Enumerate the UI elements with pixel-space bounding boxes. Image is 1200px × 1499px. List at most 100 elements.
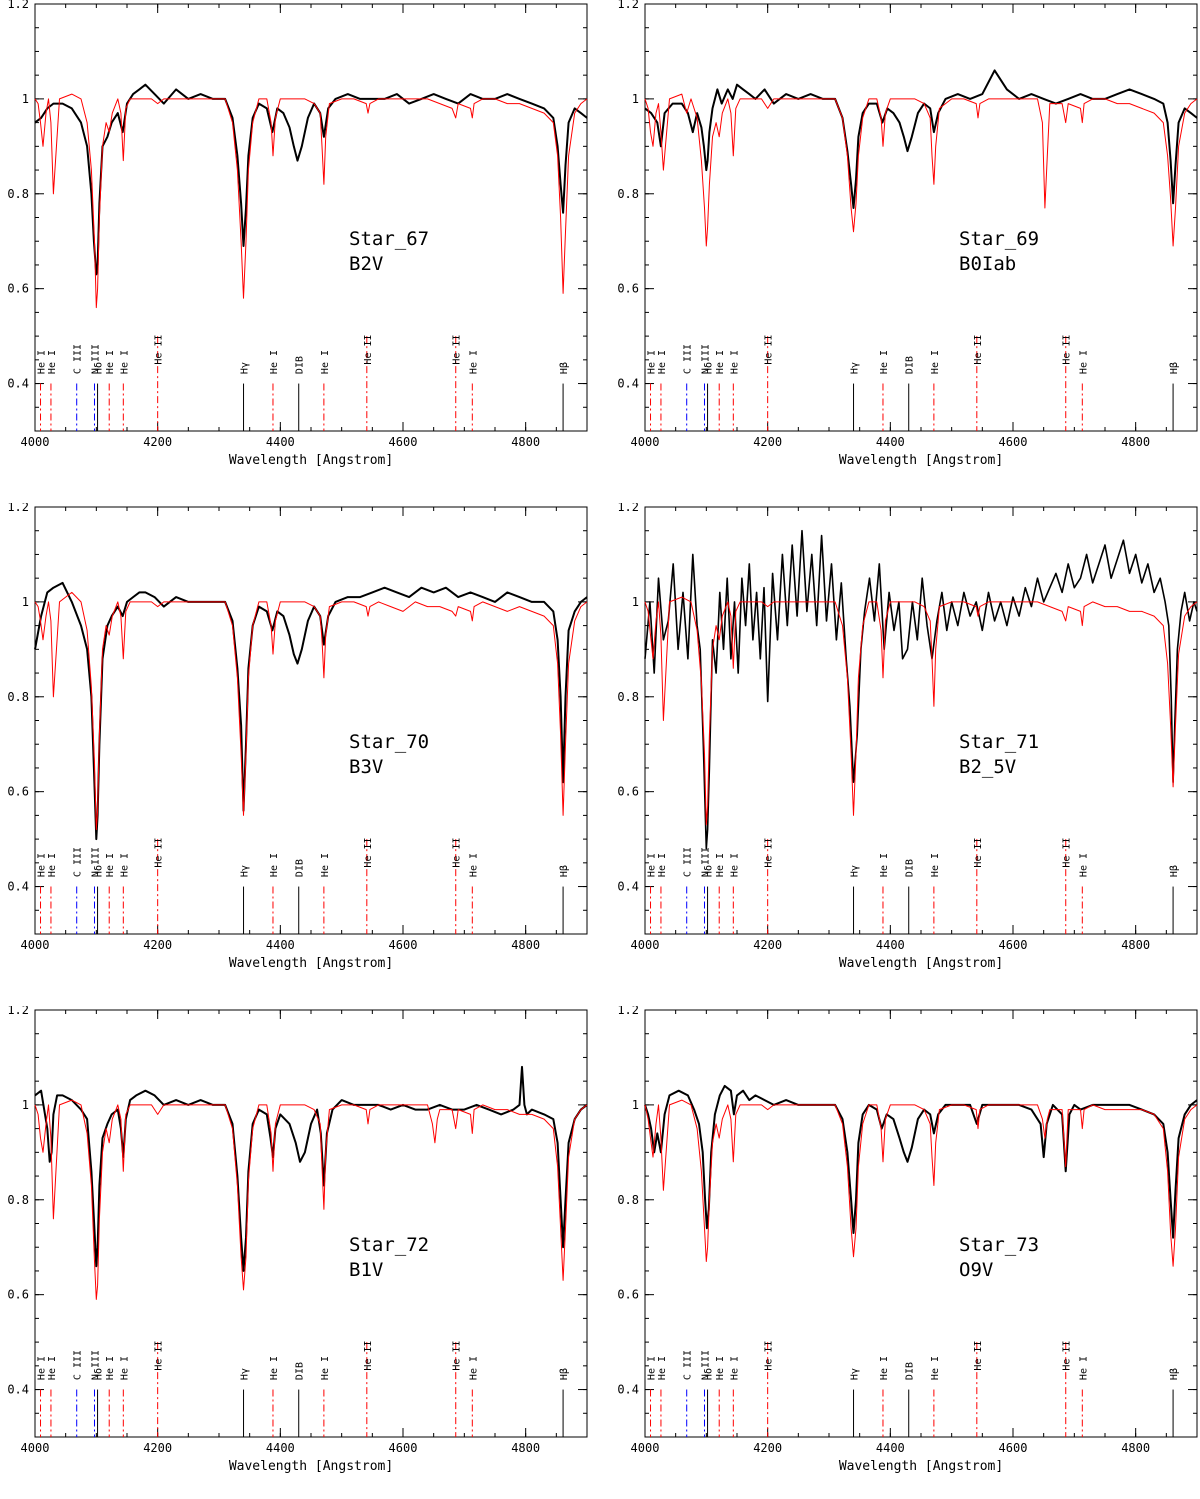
line-id-label: He I — [715, 1356, 726, 1380]
y-tick-label: 0.8 — [7, 187, 29, 201]
y-tick-label: 0.4 — [617, 377, 639, 391]
y-tick-label: 1.2 — [617, 0, 639, 11]
line-id-label: He II — [764, 1340, 775, 1370]
x-tick-label: 4200 — [753, 938, 782, 952]
x-tick-label: 4200 — [753, 1441, 782, 1455]
line-id-label: Hδ — [94, 865, 105, 877]
y-tick-label: 1 — [22, 1098, 29, 1112]
line-id-label: He I — [647, 1356, 658, 1380]
line-id-label: C III — [683, 1350, 694, 1380]
observed-spectrum-line — [644, 69, 1198, 209]
x-tick-label: 4400 — [876, 1441, 905, 1455]
line-id-label: Hδ — [94, 362, 105, 374]
x-axis-label: Wavelength [Angstrom] — [839, 956, 1003, 971]
line-id-label: He I — [1078, 350, 1089, 374]
spectral-type: B2V — [349, 253, 383, 275]
y-tick-label: 0.6 — [617, 1288, 639, 1302]
line-id-label: C III — [683, 847, 694, 877]
x-axis-label: Wavelength [Angstrom] — [229, 956, 393, 971]
plot-frame — [34, 3, 588, 432]
line-id-label: Hβ — [559, 865, 570, 877]
line-id-label: He II — [452, 334, 463, 364]
line-id-label: He I — [930, 350, 941, 374]
y-tick-label: 0.4 — [617, 1383, 639, 1397]
x-tick-label: 4000 — [631, 938, 660, 952]
plot-frame — [644, 3, 1198, 432]
x-tick-label: 4200 — [143, 435, 172, 449]
line-id-label: He I — [119, 1356, 130, 1380]
plot-frame — [644, 1009, 1198, 1438]
line-id-label: He I — [47, 350, 58, 374]
line-id-label: N III — [700, 1350, 711, 1380]
x-tick-label: 4600 — [999, 435, 1028, 449]
line-id-label: Hγ — [240, 362, 251, 374]
line-id-label: He II — [154, 334, 165, 364]
x-tick-label: 4800 — [1121, 435, 1150, 449]
spectrum-panel-Star_71: 0.4 0.6 0.8 1 1.2 4000 4200 4400 4600 4800 Wavelen… — [617, 503, 1198, 971]
y-tick-label: 0.4 — [7, 1383, 29, 1397]
spectral-type: B3V — [349, 756, 383, 778]
y-tick-label: 1 — [632, 595, 639, 609]
line-id-label: He I — [879, 853, 890, 877]
model-spectrum-line — [34, 591, 588, 831]
line-id-label: Hβ — [559, 362, 570, 374]
line-id-label: He II — [973, 334, 984, 364]
x-tick-label: 4600 — [389, 1441, 418, 1455]
y-tick-label: 1.2 — [617, 503, 639, 514]
x-axis-label: Wavelength [Angstrom] — [229, 453, 393, 468]
observed-spectrum-line — [34, 1065, 588, 1272]
line-id-label: C III — [73, 847, 84, 877]
x-tick-label: 4600 — [389, 938, 418, 952]
x-tick-label: 4400 — [266, 938, 295, 952]
y-tick-label: 0.4 — [7, 880, 29, 894]
x-tick-label: 4000 — [21, 1441, 50, 1455]
line-id-label: C III — [73, 1350, 84, 1380]
line-id-label: He I — [715, 350, 726, 374]
model-spectrum-line — [644, 1099, 1198, 1267]
line-id-label: He I — [1078, 853, 1089, 877]
x-tick-label: 4400 — [876, 938, 905, 952]
y-tick-label: 0.6 — [7, 1288, 29, 1302]
x-axis-label: Wavelength [Angstrom] — [839, 1459, 1003, 1474]
x-tick-label: 4000 — [21, 938, 50, 952]
x-tick-label: 4800 — [511, 1441, 540, 1455]
model-spectrum-line — [34, 93, 588, 309]
line-id-label: He I — [119, 350, 130, 374]
line-id-label: He I — [320, 1356, 331, 1380]
line-id-label: N III — [90, 847, 101, 877]
x-tick-label: 4600 — [389, 435, 418, 449]
line-id-label: He I — [657, 853, 668, 877]
line-id-label: He I — [468, 1356, 479, 1380]
line-id-label: Hγ — [240, 865, 251, 877]
line-id-label: He I — [47, 853, 58, 877]
line-id-label: He II — [154, 1340, 165, 1370]
line-id-label: He I — [1078, 1356, 1089, 1380]
line-id-label: He I — [729, 350, 740, 374]
y-tick-label: 0.4 — [7, 377, 29, 391]
y-tick-label: 0.6 — [617, 785, 639, 799]
y-tick-label: 0.8 — [7, 690, 29, 704]
line-id-label: He I — [105, 1356, 116, 1380]
y-tick-label: 1.2 — [7, 0, 29, 11]
x-axis-label: Wavelength [Angstrom] — [839, 453, 1003, 468]
line-id-label: Hδ — [704, 1368, 715, 1380]
spectrum-panel-Star_70: 0.4 0.6 0.8 1 1.2 4000 4200 4400 4600 4800 Wavelen… — [7, 503, 588, 971]
star-name: Star_69 — [959, 228, 1039, 250]
star-name: Star_73 — [959, 1234, 1039, 1256]
line-id-label: Hγ — [850, 1368, 861, 1380]
model-spectrum-line — [644, 93, 1198, 247]
spectrum-panel-Star_69: 0.4 0.6 0.8 1 1.2 4000 4200 4400 4600 4800 Wavelen… — [617, 0, 1198, 468]
line-id-label: He I — [37, 853, 48, 877]
x-tick-label: 4400 — [876, 435, 905, 449]
x-tick-label: 4200 — [143, 1441, 172, 1455]
y-tick-label: 0.6 — [7, 785, 29, 799]
x-axis-label: Wavelength [Angstrom] — [229, 1459, 393, 1474]
line-id-label: He II — [1062, 334, 1073, 364]
line-id-label: He I — [879, 1356, 890, 1380]
line-id-label: C III — [73, 344, 84, 374]
x-tick-label: 4800 — [1121, 938, 1150, 952]
line-id-label: He I — [37, 350, 48, 374]
model-spectrum-line — [34, 1099, 588, 1300]
spectral-type: B0Iab — [959, 253, 1016, 275]
spectral-type: O9V — [959, 1259, 993, 1281]
